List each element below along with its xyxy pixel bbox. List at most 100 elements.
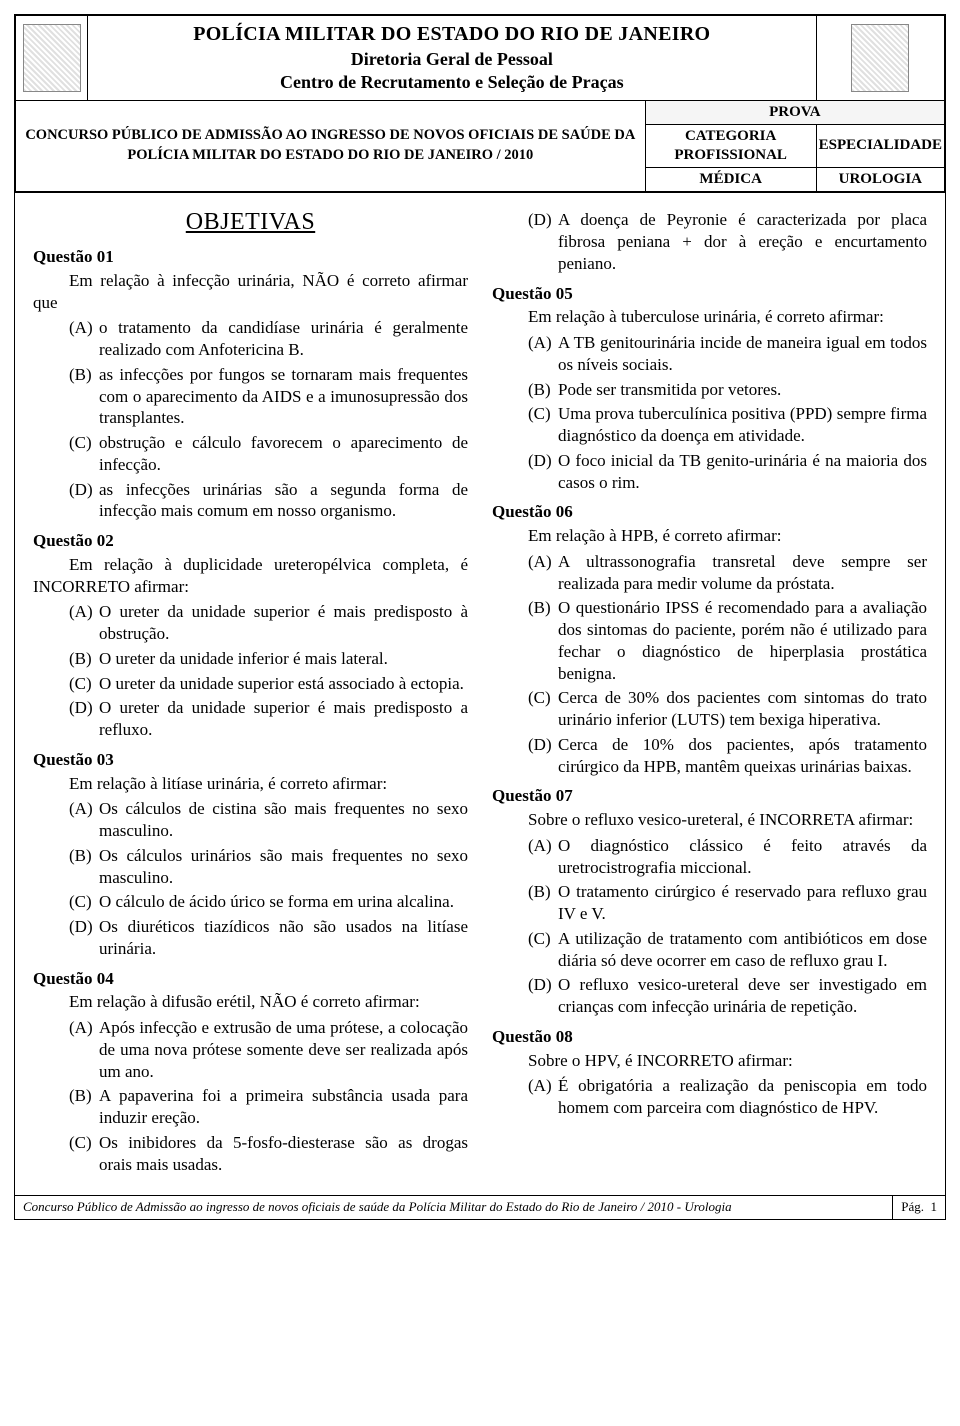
option-letter: (A) <box>528 1075 558 1119</box>
option-text: Após infecção e extrusão de uma prótese,… <box>99 1017 468 1082</box>
option-text: O refluxo vesico-ureteral deve ser inves… <box>558 974 927 1018</box>
header-line3: Centro de Recrutamento e Seleção de Praç… <box>92 71 812 94</box>
option-d: (D)A doença de Peyronie é caracterizada … <box>528 209 927 274</box>
option-b: (B)O ureter da unidade inferior é mais l… <box>69 648 468 670</box>
option-text: A utilização de tratamento com antibióti… <box>558 928 927 972</box>
q04-opt-d-wrap: (D)A doença de Peyronie é caracterizada … <box>492 209 927 274</box>
question-text: Em relação à HPB, é correto afirmar: <box>492 525 927 547</box>
option-letter: (C) <box>528 687 558 731</box>
option-d: (D)O ureter da unidade superior é mais p… <box>69 697 468 741</box>
header-center: POLÍCIA MILITAR DO ESTADO DO RIO DE JANE… <box>88 16 817 101</box>
option-text: O diagnóstico clássico é feito através d… <box>558 835 927 879</box>
question-08: Questão 08 Sobre o HPV, é INCORRETO afir… <box>492 1026 927 1119</box>
column-right: (D)A doença de Peyronie é caracterizada … <box>492 203 927 1181</box>
question-text: Em relação à litíase urinária, é correto… <box>33 773 468 795</box>
option-b: (B)O questionário IPSS é recomendado par… <box>528 597 927 684</box>
question-02: Questão 02 Em relação à duplicidade uret… <box>33 530 468 741</box>
options: (A)Os cálculos de cistina são mais frequ… <box>33 798 468 959</box>
column-left: OBJETIVAS Questão 01 Em relação à infecç… <box>33 203 468 1181</box>
option-letter: (D) <box>69 916 99 960</box>
option-letter: (D) <box>528 974 558 1018</box>
options: (A)O diagnóstico clássico é feito atravé… <box>492 835 927 1018</box>
question-07: Questão 07 Sobre o refluxo vesico-ureter… <box>492 785 927 1018</box>
question-text: Em relação à difusão erétil, NÃO é corre… <box>33 991 468 1013</box>
question-label: Questão 02 <box>33 530 468 552</box>
option-letter: (B) <box>69 845 99 889</box>
footer: Concurso Público de Admissão ao ingresso… <box>14 1196 946 1220</box>
question-label: Questão 06 <box>492 501 927 523</box>
options: (A)o tratamento da candidíase urinária é… <box>33 317 468 522</box>
question-text: Sobre o HPV, é INCORRETO afirmar: <box>492 1050 927 1072</box>
header-line2: Diretoria Geral de Pessoal <box>92 48 812 71</box>
option-a: (A)o tratamento da candidíase urinária é… <box>69 317 468 361</box>
option-letter: (C) <box>69 432 99 476</box>
emblem-right-cell <box>816 16 944 101</box>
option-letter: (A) <box>69 317 99 361</box>
option-letter: (C) <box>528 928 558 972</box>
question-text: Em relação à tuberculose urinária, é cor… <box>492 306 927 328</box>
content-area: OBJETIVAS Questão 01 Em relação à infecç… <box>14 193 946 1196</box>
option-text: Uma prova tuberculínica positiva (PPD) s… <box>558 403 927 447</box>
option-c: (C)Cerca de 30% dos pacientes com sintom… <box>528 687 927 731</box>
categoria-value: MÉDICA <box>645 168 816 192</box>
question-text: Sobre o refluxo vesico-ureteral, é INCOR… <box>492 809 927 831</box>
question-label: Questão 01 <box>33 246 468 268</box>
option-text: O questionário IPSS é recomendado para a… <box>558 597 927 684</box>
question-06: Questão 06 Em relação à HPB, é correto a… <box>492 501 927 777</box>
option-letter: (A) <box>69 798 99 842</box>
option-text: Pode ser transmitida por vetores. <box>558 379 927 401</box>
options: (A)A TB genitourinária incide de maneira… <box>492 332 927 493</box>
option-text: O foco inicial da TB genito-urinária é n… <box>558 450 927 494</box>
question-text: Em relação à duplicidade ureteropélvica … <box>33 554 468 598</box>
prova-cell: PROVA <box>645 100 944 124</box>
option-text: o tratamento da candidíase urinária é ge… <box>99 317 468 361</box>
option-text: A papaverina foi a primeira substância u… <box>99 1085 468 1129</box>
option-text: as infecções urinárias são a segunda for… <box>99 479 468 523</box>
option-text: O tratamento cirúrgico é reservado para … <box>558 881 927 925</box>
option-text: É obrigatória a realização da peniscopia… <box>558 1075 927 1119</box>
option-text: O ureter da unidade inferior é mais late… <box>99 648 468 670</box>
option-b: (B)Os cálculos urinários são mais freque… <box>69 845 468 889</box>
option-text: A doença de Peyronie é caracterizada por… <box>558 209 927 274</box>
option-letter: (B) <box>528 597 558 684</box>
question-label: Questão 07 <box>492 785 927 807</box>
option-b: (B)as infecções por fungos se tornaram m… <box>69 364 468 429</box>
question-01: Questão 01 Em relação à infecção urinári… <box>33 246 468 522</box>
option-letter: (B) <box>69 1085 99 1129</box>
question-05: Questão 05 Em relação à tuberculose urin… <box>492 283 927 494</box>
option-text: A ultrassonografia transretal deve sempr… <box>558 551 927 595</box>
option-d: (D)Os diuréticos tiazídicos não são usad… <box>69 916 468 960</box>
emblem-left-cell <box>16 16 88 101</box>
option-c: (C)Uma prova tuberculínica positiva (PPD… <box>528 403 927 447</box>
option-c: (C)O cálculo de ácido úrico se forma em … <box>69 891 468 913</box>
option-letter: (D) <box>528 209 558 274</box>
option-letter: (D) <box>528 734 558 778</box>
option-text: obstrução e cálculo favorecem o aparecim… <box>99 432 468 476</box>
option-letter: (A) <box>69 601 99 645</box>
option-c: (C)obstrução e cálculo favorecem o apare… <box>69 432 468 476</box>
question-label: Questão 08 <box>492 1026 927 1048</box>
option-a: (A)O diagnóstico clássico é feito atravé… <box>528 835 927 879</box>
option-a: (A)A ultrassonografia transretal deve se… <box>528 551 927 595</box>
option-a: (A)A TB genitourinária incide de maneira… <box>528 332 927 376</box>
footer-text: Concurso Público de Admissão ao ingresso… <box>15 1196 892 1219</box>
option-letter: (B) <box>528 379 558 401</box>
especialidade-value: UROLOGIA <box>816 168 944 192</box>
option-letter: (A) <box>528 332 558 376</box>
option-letter: (C) <box>69 673 99 695</box>
option-text: Os diuréticos tiazídicos não são usados … <box>99 916 468 960</box>
option-c: (C)O ureter da unidade superior está ass… <box>69 673 468 695</box>
concurso-cell: CONCURSO PÚBLICO DE ADMISSÃO AO INGRESSO… <box>16 100 646 192</box>
option-a: (A)Após infecção e extrusão de uma próte… <box>69 1017 468 1082</box>
option-letter: (B) <box>69 648 99 670</box>
option-letter: (D) <box>528 450 558 494</box>
option-text: O ureter da unidade superior está associ… <box>99 673 468 695</box>
question-text: Em relação à infecção urinária, NÃO é co… <box>33 270 468 314</box>
option-a: (A)Os cálculos de cistina são mais frequ… <box>69 798 468 842</box>
categoria-label: CATEGORIA PROFISSIONAL <box>645 124 816 167</box>
emblem-right-icon <box>851 24 909 92</box>
especialidade-label: ESPECIALIDADE <box>816 124 944 167</box>
option-text: Os inibidores da 5-fosfo-diesterase são … <box>99 1132 468 1176</box>
section-title: OBJETIVAS <box>33 207 468 238</box>
options: (A)A ultrassonografia transretal deve se… <box>492 551 927 778</box>
